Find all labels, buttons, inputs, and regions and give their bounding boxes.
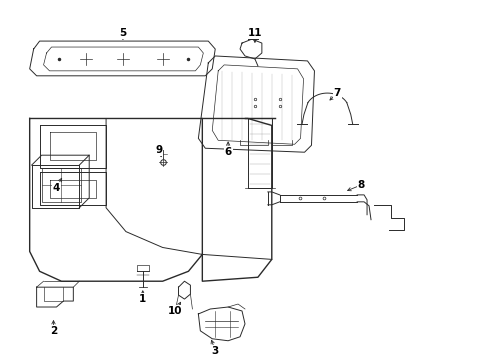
Text: 8: 8 xyxy=(358,180,365,190)
Text: 11: 11 xyxy=(247,28,262,38)
Text: 6: 6 xyxy=(224,147,232,157)
Text: 2: 2 xyxy=(50,326,57,336)
Text: 5: 5 xyxy=(120,28,126,38)
Text: 10: 10 xyxy=(168,306,183,316)
Text: 4: 4 xyxy=(53,183,60,193)
Text: 1: 1 xyxy=(139,294,147,304)
Text: 7: 7 xyxy=(334,88,341,98)
Text: 9: 9 xyxy=(155,145,162,155)
Text: 3: 3 xyxy=(212,346,219,356)
